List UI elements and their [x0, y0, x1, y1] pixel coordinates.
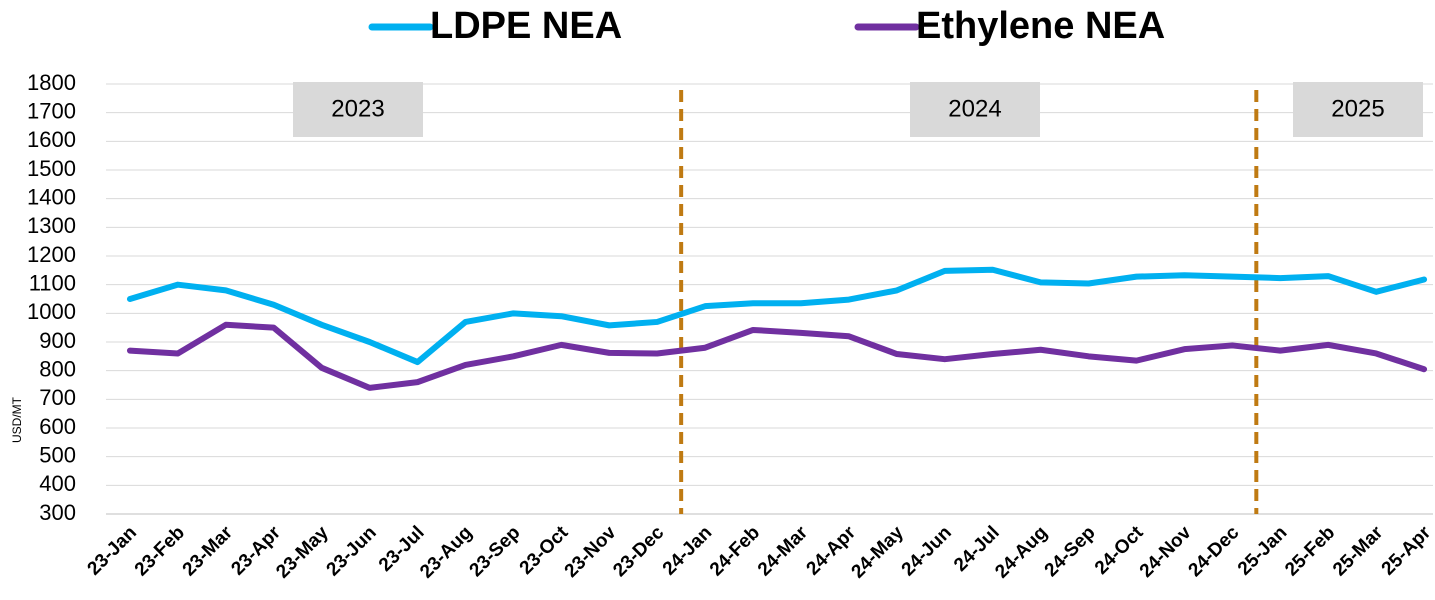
y-tick-label: 300 — [39, 500, 76, 525]
x-tick-label: 24-Feb — [706, 522, 764, 580]
annotation: 2025 — [1331, 95, 1384, 122]
y-tick-label: 500 — [39, 442, 76, 467]
x-tick-label: 23-Feb — [131, 522, 189, 580]
y-tick-label: 1400 — [27, 184, 76, 209]
y-axis-label: USD/MT — [10, 396, 24, 443]
y-tick-label: 1700 — [27, 98, 76, 123]
x-tick-label: 25-Mar — [1329, 522, 1388, 581]
legend-label: Ethylene NEA — [916, 5, 1165, 47]
x-tick-label: 23-Dec — [609, 522, 668, 581]
x-tick-label: 25-Feb — [1281, 522, 1339, 580]
x-tick-label: 24-Dec — [1185, 522, 1244, 581]
x-tick-label: 23-Aug — [416, 522, 476, 582]
x-tick-label: 24-Mar — [754, 522, 813, 581]
y-tick-label: 400 — [39, 471, 76, 496]
y-tick-label: 1500 — [27, 156, 76, 181]
y-tick-label: 900 — [39, 328, 76, 353]
annotation-box — [1293, 82, 1423, 137]
x-tick-label: 23-Mar — [179, 522, 238, 581]
x-tick-label: 24-Sep — [1041, 522, 1100, 581]
line-series — [126, 321, 1428, 391]
x-tick-label: 24-Jun — [898, 522, 956, 580]
x-tick-label: 25-Jan — [1234, 522, 1291, 579]
y-tick-label: 700 — [39, 385, 76, 410]
x-tick-label: 23-Sep — [466, 522, 525, 581]
y-tick-label: 1000 — [27, 299, 76, 324]
x-tick-label: 23-Jan — [84, 522, 141, 579]
x-tick-label: 24-Jan — [659, 522, 716, 579]
annotation-box — [910, 82, 1040, 137]
x-tick-label: 23-May — [272, 522, 333, 583]
y-tick-label: 800 — [39, 356, 76, 381]
x-tick-label: 24-May — [848, 522, 909, 583]
x-tick-label: 24-Nov — [1136, 522, 1196, 582]
annotation-box — [293, 82, 423, 137]
y-tick-label: 1800 — [27, 70, 76, 95]
x-tick-label: 25-Apr — [1378, 522, 1435, 580]
x-tick-label: 23-Nov — [561, 522, 621, 582]
legend-label: LDPE NEA — [430, 5, 622, 47]
annotation: 2023 — [331, 95, 384, 122]
x-tick-label: 23-Jun — [323, 522, 381, 580]
y-tick-label: 1300 — [27, 213, 76, 238]
y-tick-label: 600 — [39, 414, 76, 439]
y-tick-label: 1200 — [27, 242, 76, 267]
annotation: 2024 — [948, 95, 1001, 122]
y-tick-label: 1100 — [29, 270, 76, 295]
x-tick-label: 24-Aug — [991, 522, 1051, 582]
line-series — [126, 266, 1428, 366]
y-tick-label: 1600 — [27, 127, 76, 152]
